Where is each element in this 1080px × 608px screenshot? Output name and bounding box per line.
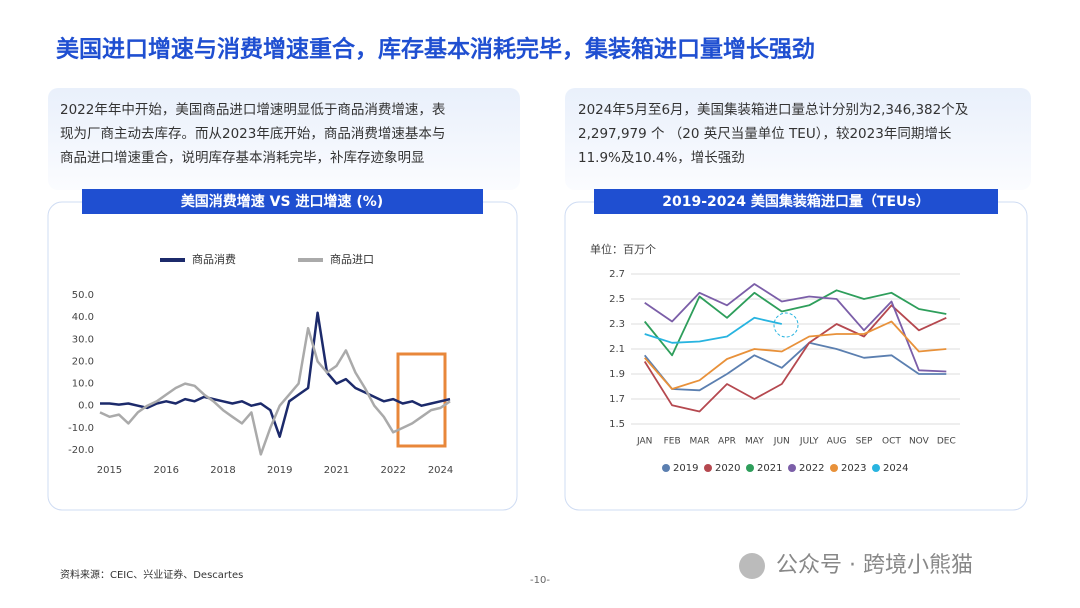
y-tick-label: 10.0 [72,379,94,390]
x-tick-label: AUG [827,437,847,447]
page-number: -10- [530,575,550,586]
unit-label: 单位：百万个 [590,242,656,256]
legend-swatch [662,464,670,472]
x-tick-label: 2022 [381,465,406,476]
slide-title: 美国进口增速与消费增速重合，库存基本消耗完毕，集装箱进口量增长强劲 [56,36,815,63]
chart-tab [594,189,998,214]
y-tick-label: 20.0 [72,356,94,367]
x-tick-label: 2019 [267,465,292,476]
y-tick-label: -10.0 [68,423,94,434]
legend-label: 商品进口 [330,252,374,266]
legend-swatch [704,464,712,472]
note-line: 2022年年中开始，美国商品进口增速明显低于商品消费增速，表 [60,102,446,118]
legend-label: 2020 [715,463,740,474]
x-tick-label: MAY [745,437,764,447]
series-line [644,289,947,357]
x-tick-label: 2018 [210,465,235,476]
legend-swatch [830,464,838,472]
note-box [48,88,520,190]
source: 资料来源：CEIC、兴业证券、Descartes [60,568,243,581]
legend-label: 2019 [673,463,698,474]
y-tick-label: 1.5 [609,419,625,430]
x-tick-label: MAR [689,437,709,447]
y-tick-label: 2.5 [609,294,625,305]
x-tick-label: SEP [856,437,873,447]
y-tick-label: 2.7 [609,269,625,280]
chart-title: 2019-2024 美国集装箱进口量（TEUs） [662,193,929,210]
y-tick-label: 30.0 [72,334,94,345]
x-tick-label: DEC [937,437,956,447]
chart-title: 美国消费增速 VS 进口增速 (%) [181,193,383,210]
watermark: 公众号 · 跨境小熊猫 [776,553,973,578]
x-tick-label: 2016 [153,465,178,476]
x-tick-label: 2021 [324,465,349,476]
x-tick-label: APR [718,437,736,447]
note-box [565,88,1031,190]
y-tick-label: 40.0 [72,312,94,323]
legend-swatch [872,464,880,472]
legend-label: 2023 [841,463,866,474]
y-tick-label: 0.0 [78,401,94,412]
note-line: 现为厂商主动去库存。而从2023年底开始，商品消费增速基本与 [60,125,445,142]
note-line: 11.9%及10.4%，增长强劲 [578,150,745,166]
legend-label: 2021 [757,463,782,474]
legend-label: 商品消费 [192,252,236,266]
series-line [100,311,451,438]
series-line [644,320,947,390]
y-tick-label: 1.9 [609,369,625,380]
y-tick-label: 50.0 [72,290,94,301]
series-line [643,304,947,413]
y-tick-label: 1.7 [609,394,625,405]
x-tick-label: JULY [799,437,819,447]
series-line [644,316,782,344]
chart-panel [47,201,518,511]
series-line [644,283,947,373]
legend-swatch [788,464,796,472]
x-tick-label: OCT [882,437,901,447]
note-line: 2024年5月至6月，美国集装箱进口量总计分别为2,346,382个及 [578,102,969,118]
legend-label: 2022 [799,463,824,474]
y-tick-label: 2.1 [609,344,625,355]
chart-tab [82,189,483,214]
series-line [99,326,451,456]
highlight-circle [773,312,799,338]
x-tick-label: NOV [909,437,930,447]
wechat-icon [739,553,765,579]
series-line [644,341,947,392]
x-tick-label: JUN [773,437,790,447]
x-tick-label: FEB [664,437,681,447]
note-line: 商品进口增速重合，说明库存基本消耗完毕，补库存迹象明显 [60,149,425,166]
x-tick-label: 2024 [428,465,453,476]
x-tick-label: JAN [636,437,652,447]
y-tick-label: -20.0 [68,445,94,456]
legend-swatch [746,464,754,472]
legend-label: 2024 [883,463,908,474]
x-tick-label: 2015 [97,465,122,476]
note-line: 2,297,979 个 （20 英尺当量单位 TEU），较2023年同期增长 [578,125,952,142]
y-tick-label: 2.3 [609,319,625,330]
